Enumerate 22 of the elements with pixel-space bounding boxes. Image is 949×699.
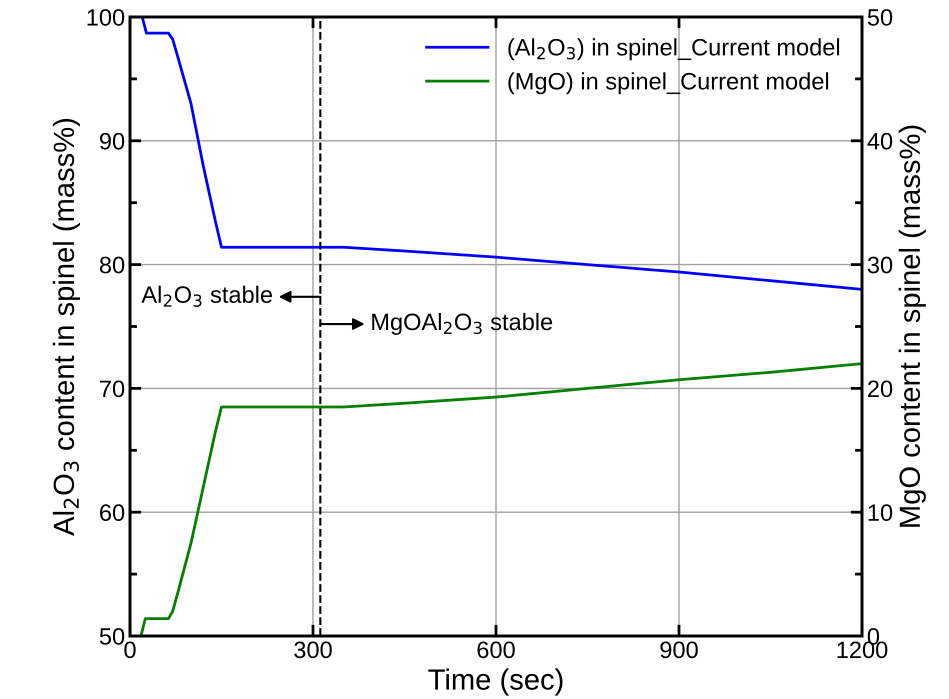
- y2-tick-label: 20: [868, 380, 892, 398]
- y-tick-label: 50: [100, 628, 124, 645]
- annotation: Al$_{2}$O$_{3}$ stable: [141, 286, 272, 307]
- legend-label: (MgO) in spinel_Current model: [508, 72, 828, 94]
- y2-tick-label: 10: [868, 504, 892, 521]
- x-axis-title: Time (sec): [428, 668, 563, 696]
- y-tick-label: 60: [100, 504, 124, 521]
- y2-axis-title: MgO content in spinel (mass%): [898, 126, 926, 527]
- y2-tick-label: 30: [868, 256, 892, 274]
- annotation: MgOAl$_{2}$O$_{3}$ stable: [372, 312, 552, 335]
- x-tick-label: 300: [294, 641, 332, 658]
- y-tick-label: 80: [100, 256, 124, 274]
- legend-label: (Al$_{2}$O$_{3}$) in spinel_Current model: [508, 38, 840, 60]
- y2-tick-label: 40: [867, 132, 892, 150]
- y-tick-label: 90: [100, 132, 124, 150]
- y-axis-title: Al$_{2}$O$_{3}$ content in spinel (mass%): [52, 118, 80, 536]
- y-tick-label: 70: [100, 380, 124, 398]
- y2-tick-label: 50: [868, 9, 892, 26]
- x-tick-label: 0: [124, 641, 136, 658]
- x-tick-label: 900: [660, 641, 698, 658]
- x-tick-label: 600: [478, 641, 515, 658]
- y-tick-label: 100: [88, 9, 124, 26]
